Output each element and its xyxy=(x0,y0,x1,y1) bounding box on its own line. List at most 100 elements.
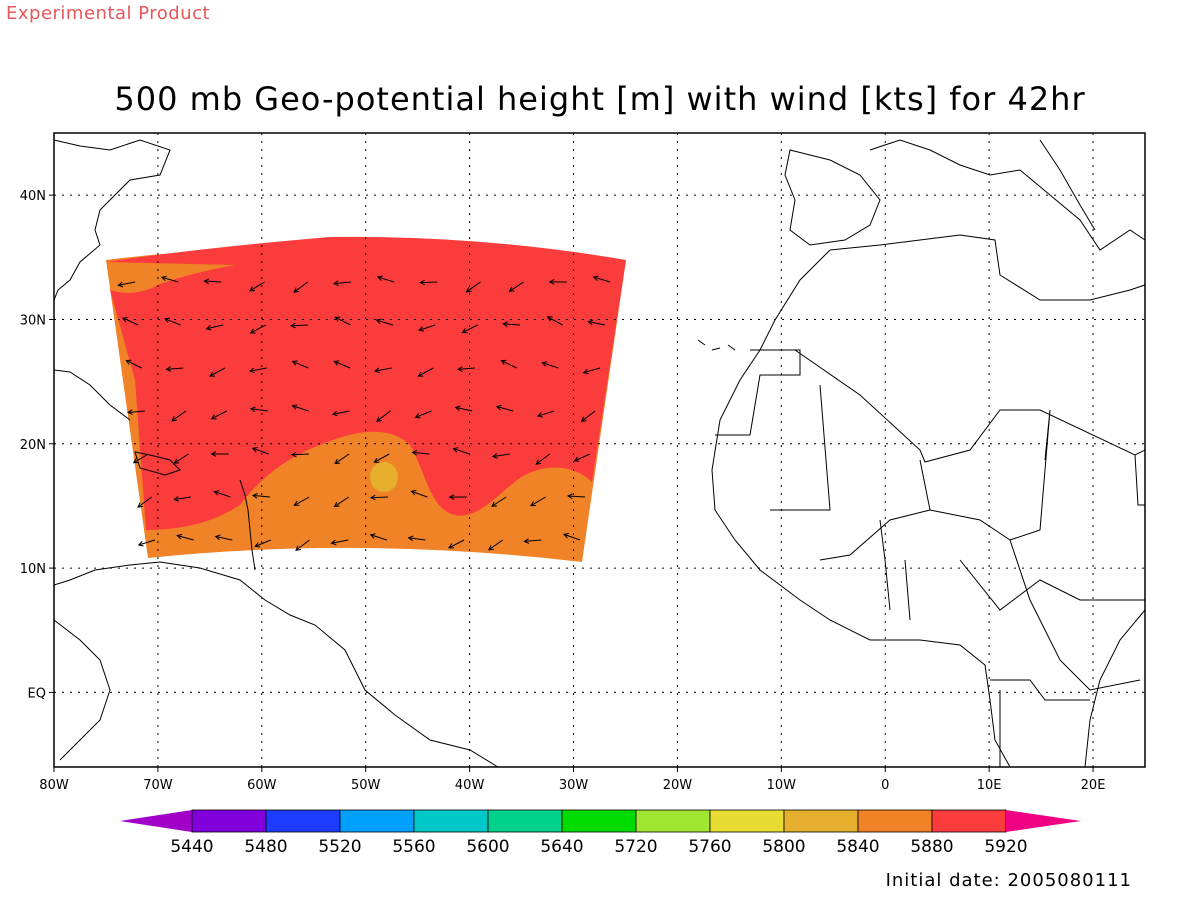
colorbar-label: 5440 xyxy=(170,837,213,857)
colorbar-label: 5840 xyxy=(836,837,879,857)
lon-tick-label: 70W xyxy=(143,778,173,793)
wind-arrow xyxy=(452,447,470,455)
wind-arrow xyxy=(333,496,349,508)
wind-arrow xyxy=(173,453,189,464)
colorbar-label: 5600 xyxy=(466,837,509,857)
wind-arrow xyxy=(249,281,265,292)
wind-arrow xyxy=(573,453,591,462)
wind-arrow xyxy=(369,533,387,541)
wind-arrow xyxy=(165,366,184,372)
lesser-antilles xyxy=(239,479,256,571)
colorbar-swatch xyxy=(783,809,859,833)
wind-arrow xyxy=(566,493,586,500)
colorbar-swatch xyxy=(339,809,415,833)
lat-tick-label: 10N xyxy=(20,562,46,577)
wind-arrow xyxy=(491,453,510,459)
colorbar-high-triangle xyxy=(1006,810,1081,832)
lat-tick-label: EQ xyxy=(28,686,46,701)
wind-arrow xyxy=(160,275,179,283)
wind-arrow xyxy=(536,410,555,418)
wind-arrow xyxy=(125,359,142,369)
wind-arrow xyxy=(214,534,233,541)
lon-tick-label: 0 xyxy=(881,778,889,793)
wind-arrow xyxy=(465,281,481,293)
colorbar: 5440 5480 5520 5560 5600 5640 5720 5760 5800 5840… xyxy=(120,809,1081,857)
wind-arrow xyxy=(249,324,266,334)
wind-arrow xyxy=(461,324,478,334)
lat-tick-label: 40N xyxy=(20,189,46,204)
wind-arrow xyxy=(249,406,268,413)
lon-tick-label: 50W xyxy=(351,778,381,793)
iberia-coast xyxy=(784,149,881,246)
wind-arrow xyxy=(500,359,517,369)
wind-arrow xyxy=(582,367,601,375)
wind-arrow xyxy=(454,405,473,412)
wind-arrow xyxy=(562,533,581,541)
lon-tick-label: 80W xyxy=(39,778,69,793)
colorbar-swatch xyxy=(561,809,637,833)
height-fill xyxy=(106,236,626,562)
wind-arrow xyxy=(530,496,546,507)
initial-date-label: Initial date: 2005080111 xyxy=(885,870,1132,891)
lon-tick-label: 20E xyxy=(1081,778,1106,793)
south-america-coast xyxy=(53,561,499,768)
coastlines xyxy=(53,139,1146,768)
wind-arrow xyxy=(137,496,152,508)
wind-arrow xyxy=(411,449,430,456)
wind-arrow xyxy=(523,538,542,544)
wind-arrow xyxy=(176,533,194,541)
wind-arrow xyxy=(414,410,432,419)
lat-tick-label: 30N xyxy=(20,313,46,328)
wind-arrow xyxy=(508,281,524,292)
wind-arrow xyxy=(121,317,139,326)
wind-arrow xyxy=(127,409,146,415)
wind-arrow xyxy=(592,275,611,283)
lon-tick-label: 60W xyxy=(247,778,277,793)
lat-tick-label: 20N xyxy=(20,438,46,453)
south-america-inner xyxy=(53,619,111,761)
europe-coast xyxy=(869,139,1146,251)
wind-arrow xyxy=(293,281,309,293)
wind-arrow xyxy=(410,490,428,498)
colorbar-swatch xyxy=(265,809,341,833)
lon-tick-label: 40W xyxy=(455,778,485,793)
colorbar-label: 5480 xyxy=(244,837,287,857)
wind-arrow xyxy=(332,280,351,287)
wind-arrow xyxy=(580,410,596,423)
colorbar-swatch xyxy=(487,809,563,833)
wind-arrow xyxy=(293,496,310,506)
north-america-coast xyxy=(53,139,171,301)
wind-arrow xyxy=(418,324,436,332)
wind-arrow xyxy=(448,494,467,500)
longitude-tick-labels: 80W 70W 60W 50W 40W 30W 20W 10W 0 10E 20E xyxy=(39,767,1105,793)
fill-region-5840 xyxy=(370,462,398,492)
wind-arrow xyxy=(295,539,310,551)
wind-vectors xyxy=(117,275,611,551)
wind-arrow xyxy=(376,410,391,422)
lon-tick-label: 10W xyxy=(767,778,797,793)
wind-arrow xyxy=(331,410,350,417)
wind-arrow xyxy=(417,367,434,377)
colorbar-label: 5760 xyxy=(688,837,731,857)
wind-arrow xyxy=(210,451,229,457)
fill-region-5920 xyxy=(106,236,626,530)
wind-arrow xyxy=(291,360,309,369)
cuba-coast xyxy=(53,369,131,421)
wind-arrow xyxy=(448,539,465,549)
wind-arrow xyxy=(173,496,192,502)
hispaniola-coast xyxy=(134,451,181,476)
wind-arrow xyxy=(251,447,269,455)
wind-arrow xyxy=(291,404,309,412)
colorbar-swatch xyxy=(931,809,1007,833)
wind-arrow xyxy=(541,361,559,369)
wind-arrow xyxy=(502,321,521,327)
wind-arrow xyxy=(137,539,156,547)
colorbar-label: 5520 xyxy=(318,837,361,857)
wind-arrow xyxy=(209,367,226,377)
colorbar-label: 5640 xyxy=(540,837,583,857)
wind-arrow xyxy=(334,316,351,326)
wind-arrow xyxy=(132,453,149,464)
wind-arrow xyxy=(203,278,222,285)
colorbar-label: 5560 xyxy=(392,837,435,857)
